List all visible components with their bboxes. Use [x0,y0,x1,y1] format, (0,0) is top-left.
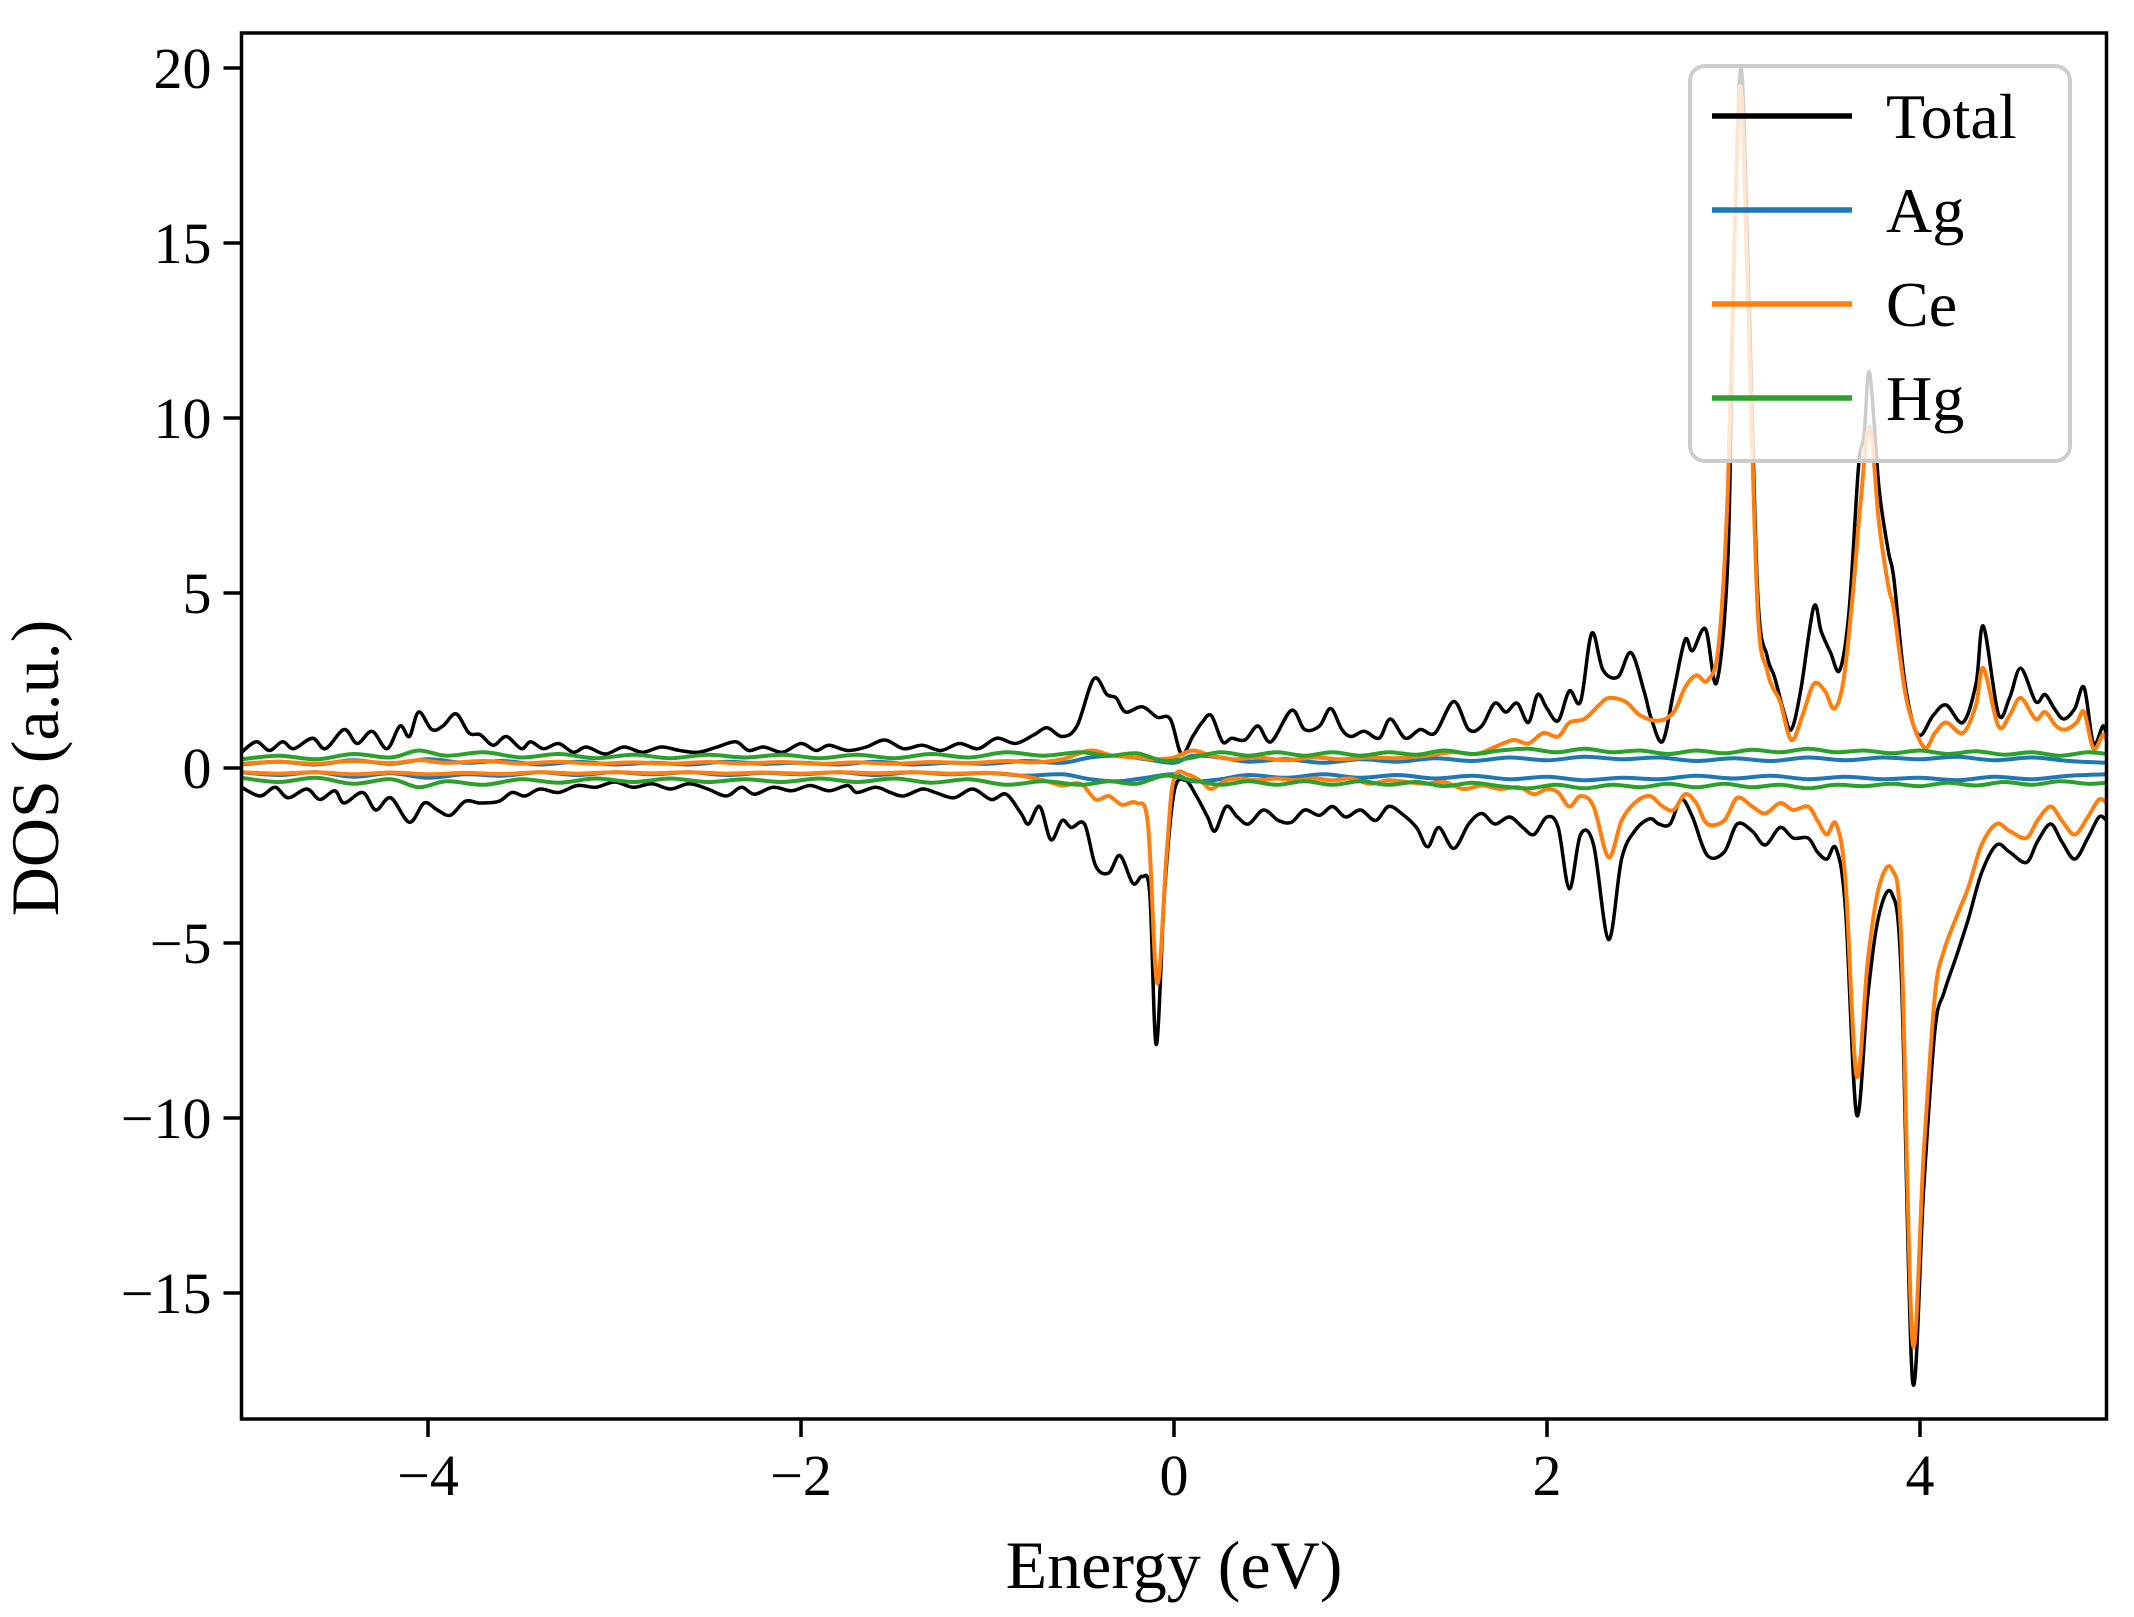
series-total-spin-up-line [241,66,2107,757]
y-tick-label: −10 [121,1086,212,1151]
legend-box [1688,64,2072,463]
legend-label-hg: Hg [1886,363,1964,434]
x-axis-label: Energy (eV) [1006,1527,1343,1603]
y-tick-label: 10 [154,386,212,451]
y-tick-label: −5 [150,911,212,976]
y-axis-label: DOS (a.u.) [0,620,73,917]
y-tick-label: 15 [154,211,212,276]
y-tick-label: 0 [183,736,212,801]
legend-label-ce: Ce [1886,269,1957,340]
y-tick-label: −15 [121,1261,212,1326]
legend-entry-ce: Ce [1712,269,1957,340]
y-tick-label: 5 [183,561,212,626]
legend-entry-ag: Ag [1712,175,1964,246]
x-tick-label: 4 [1906,1443,1935,1508]
legend-label-ag: Ag [1886,175,1964,246]
x-tick-label: −2 [770,1443,832,1508]
legend: Total Ag Ce Hg [1688,64,2072,463]
x-tick-label: −4 [397,1443,459,1508]
series-ce-spin-up-line [241,84,2107,766]
y-tick-label: 20 [154,36,212,101]
legend-label-total: Total [1886,81,2017,152]
series-hg-spin-up-line [241,746,2107,764]
curves-group [241,66,2107,1387]
legend-entry-total: Total [1712,81,2017,152]
x-tick-label: 2 [1533,1443,1562,1508]
legend-entry-hg: Hg [1712,363,1964,434]
series-hg-spin-down-line [241,773,2107,791]
ticks-group: −4 −2 0 2 4 −15 −10 −5 0 5 10 15 20 [121,36,1935,1508]
x-tick-label: 0 [1160,1443,1189,1508]
